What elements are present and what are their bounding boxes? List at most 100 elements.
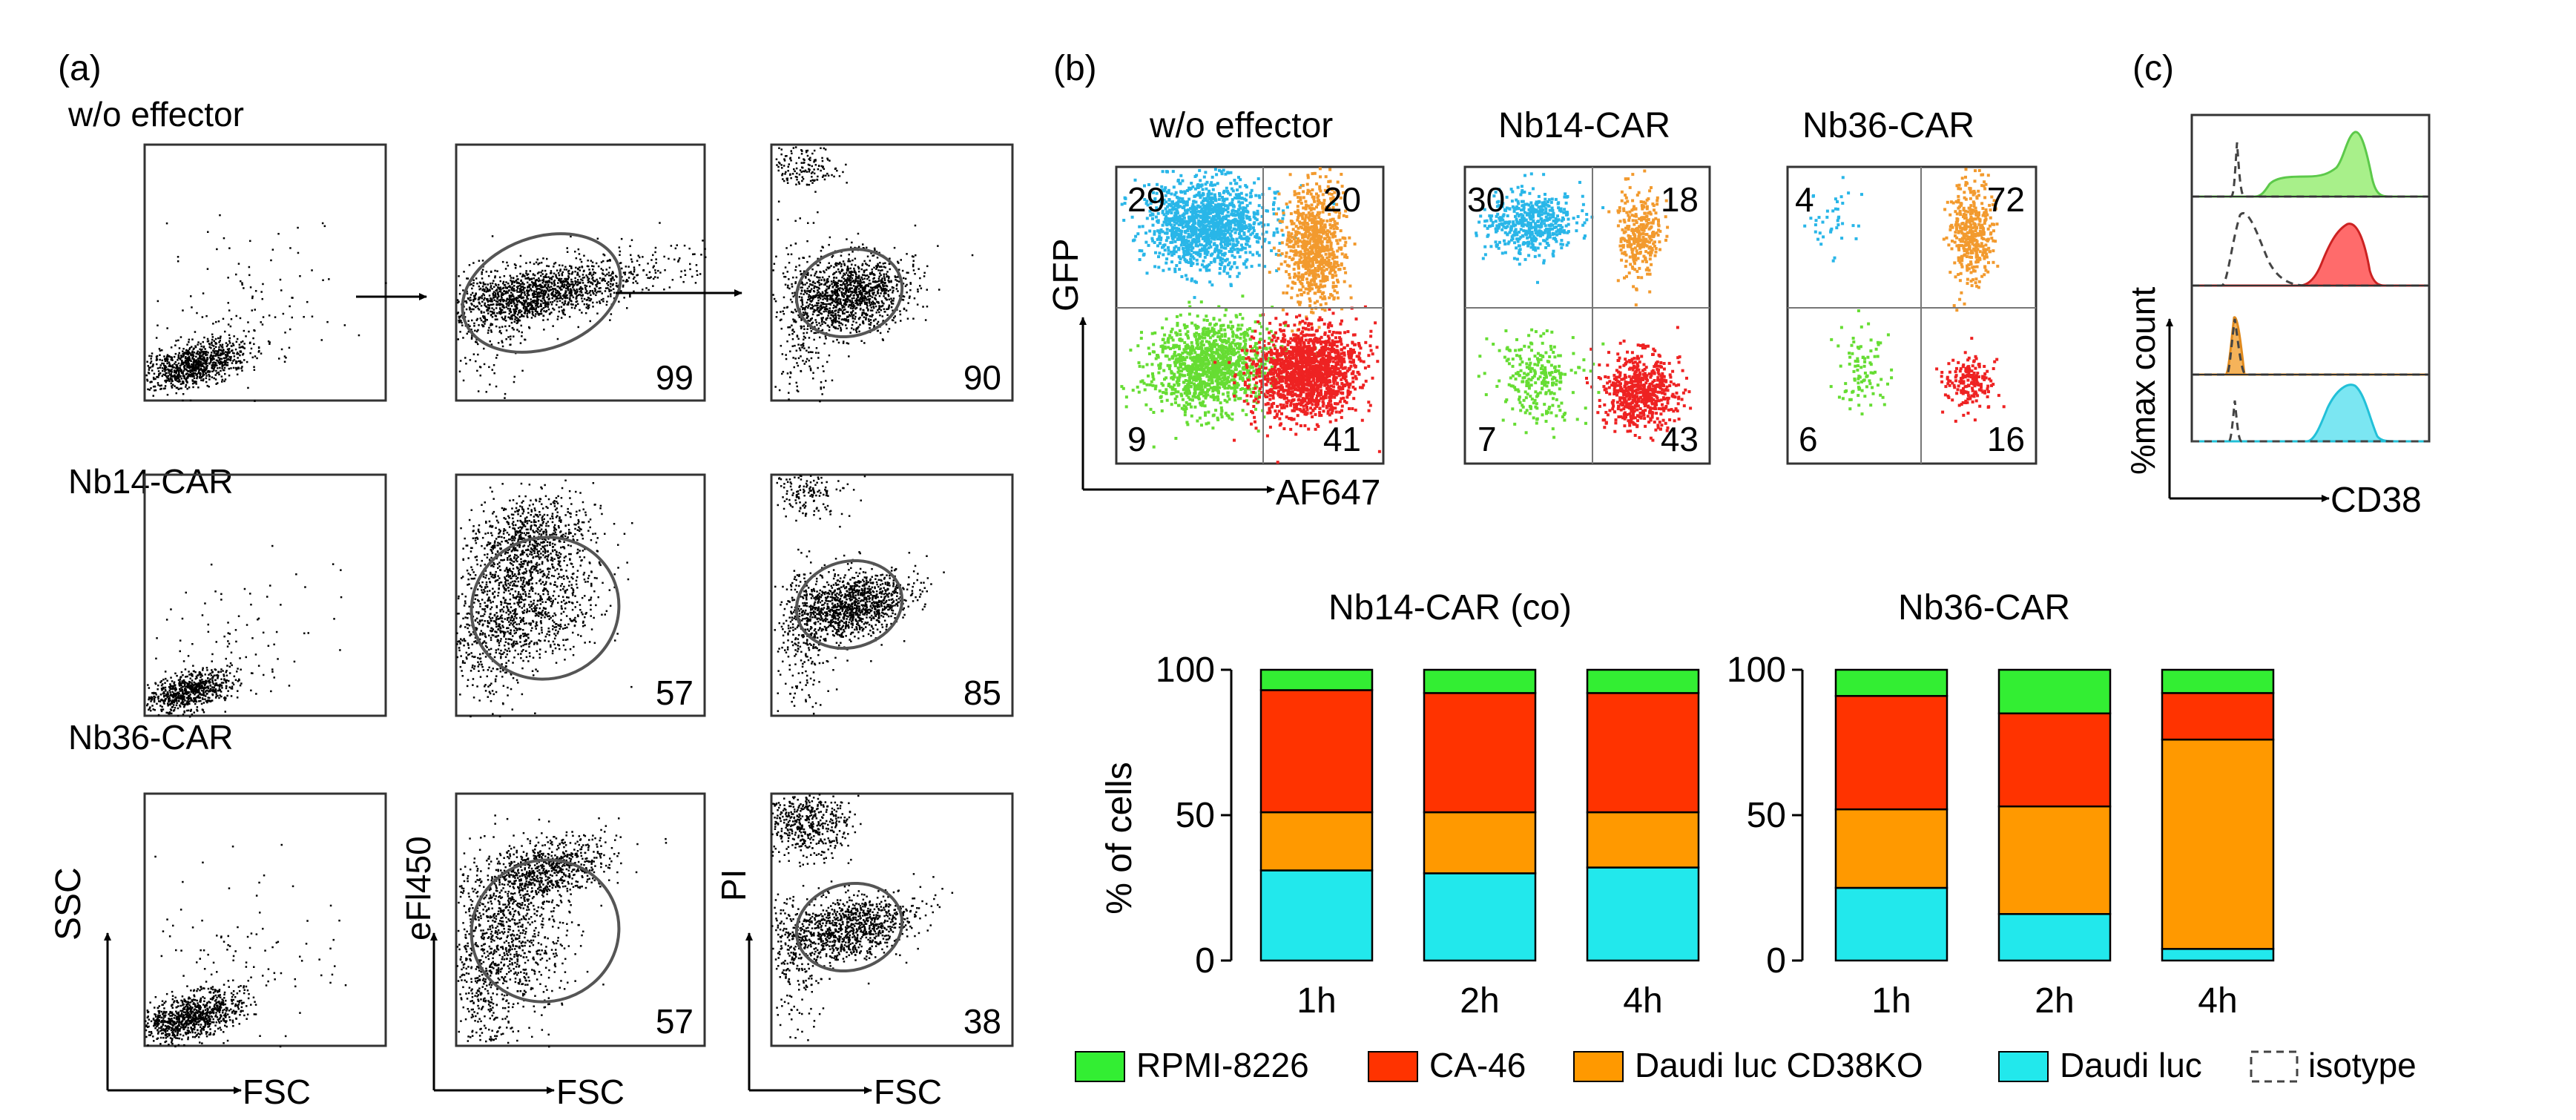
scatter-dot	[803, 335, 806, 338]
scatter-dot	[576, 291, 579, 294]
scatter-dot	[197, 343, 199, 346]
scatter-dot	[230, 318, 233, 320]
scatter-dot	[204, 369, 207, 372]
scatter-dot	[602, 279, 605, 281]
scatter-dot	[602, 273, 605, 275]
scatter-dot	[559, 297, 561, 300]
scatter-dot	[815, 304, 818, 307]
scatter-dot	[565, 279, 567, 282]
scatter-dot	[213, 674, 216, 676]
scatter-dot	[513, 312, 515, 314]
scatter-dot	[157, 367, 159, 369]
scatter-dot	[556, 303, 558, 306]
scatter-dot	[561, 280, 564, 283]
scatter-dot	[177, 374, 179, 376]
scatter-dot	[460, 320, 462, 322]
scatter-dot	[846, 294, 849, 297]
scatter-dot	[826, 297, 829, 300]
scatter-dot	[514, 318, 516, 320]
scatter-dot	[797, 343, 800, 346]
scatter-dot	[894, 275, 896, 277]
scatter-dot	[835, 264, 837, 267]
scatter-dot	[594, 289, 597, 291]
scatter-dot	[481, 269, 484, 271]
scatter-dot	[236, 353, 238, 355]
scatter-dot	[506, 303, 508, 306]
scatter-dot	[535, 300, 537, 303]
scatter-dot	[493, 291, 495, 293]
scatter-dot	[814, 294, 817, 297]
scatter-dot	[834, 289, 836, 291]
scatter-dot	[544, 292, 546, 294]
scatter-dot	[200, 349, 202, 352]
scatter-dot	[825, 308, 827, 311]
scatter-dot	[633, 269, 636, 271]
scatter-dot	[573, 289, 576, 292]
scatter-dot	[554, 284, 556, 286]
scatter-dot	[472, 279, 475, 281]
scatter-dot	[820, 388, 823, 390]
scatter-dot	[524, 525, 527, 527]
scatter-dot	[874, 286, 877, 288]
scatter-dot	[509, 294, 511, 297]
scatter-dot	[872, 273, 875, 275]
scatter-dot	[806, 358, 808, 360]
scatter-dot	[831, 294, 834, 297]
scatter-dot	[572, 296, 575, 299]
scatter-dot	[790, 253, 793, 256]
scatter-dot	[831, 254, 834, 257]
scatter-dot	[203, 370, 206, 373]
scatter-dot	[515, 264, 517, 267]
panel-a-row2-title: Nb14-CAR	[68, 462, 233, 501]
scatter-dot	[289, 328, 291, 331]
scatter-dot	[228, 358, 230, 361]
scatter-dot	[848, 271, 851, 274]
scatter-dot	[187, 357, 189, 359]
scatter-dot	[515, 317, 518, 319]
scatter-dot	[500, 309, 502, 311]
scatter-dot	[487, 274, 490, 277]
scatter-dot	[165, 369, 167, 371]
scatter-dot	[587, 305, 589, 307]
scatter-dot	[478, 301, 480, 303]
scatter-dot	[478, 366, 481, 368]
scatter-dot	[179, 367, 181, 369]
scatter-dot	[150, 696, 153, 699]
scatter-dot	[178, 692, 180, 695]
plot-frame	[770, 143, 1014, 402]
scatter-dot	[215, 693, 217, 695]
scatter-dot	[808, 359, 810, 362]
scatter-dot	[797, 357, 800, 360]
scatter-dot	[817, 314, 820, 316]
scatter-dot	[803, 332, 805, 335]
scatter-dot	[807, 271, 809, 274]
scatter-dot	[815, 347, 818, 349]
scatter-dot	[208, 373, 210, 376]
scatter-dot	[806, 349, 808, 352]
scatter-dot	[191, 643, 194, 645]
scatter-dot	[642, 289, 644, 291]
scatter-dot	[849, 274, 852, 277]
scatter-dot	[564, 300, 567, 303]
scatter-dot	[785, 247, 788, 249]
scatter-dot	[480, 312, 483, 314]
scatter-dot	[191, 382, 194, 385]
scatter-dot	[504, 397, 506, 399]
scatter-dot	[474, 294, 476, 297]
scatter-dot	[188, 716, 191, 718]
scatter-dot	[169, 683, 171, 685]
scatter-dot	[507, 316, 510, 318]
scatter-dot	[561, 289, 563, 291]
scatter-dot	[196, 366, 199, 369]
scatter-dot	[179, 383, 182, 385]
scatter-dot	[566, 247, 568, 249]
scatter-dot	[238, 346, 241, 349]
plot-frame	[143, 792, 387, 1047]
scatter-dot	[583, 303, 586, 306]
scatter-dot	[150, 387, 152, 389]
scatter-dot	[842, 283, 844, 285]
scatter-dot	[671, 279, 674, 281]
scatter-dot	[216, 350, 218, 352]
scatter-dot	[228, 679, 230, 682]
scatter-dot	[227, 323, 230, 326]
